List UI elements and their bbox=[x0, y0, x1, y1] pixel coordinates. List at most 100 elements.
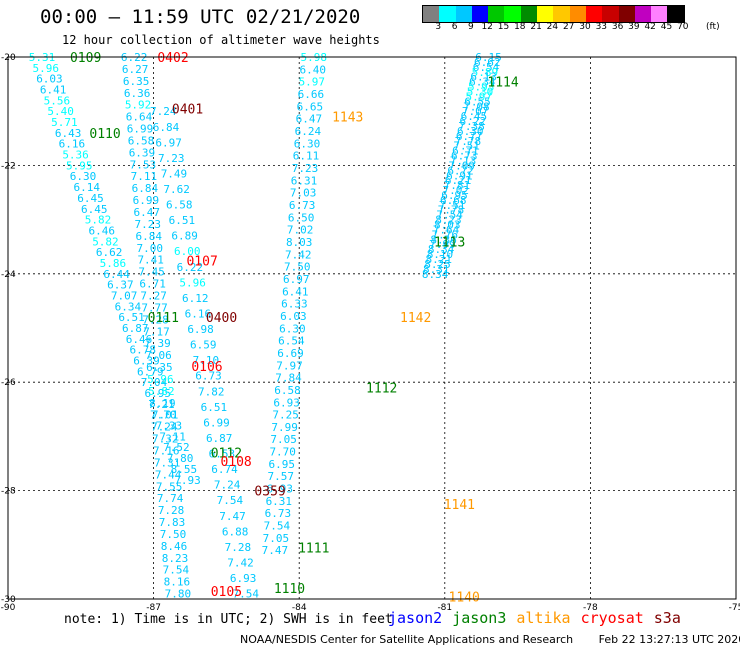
map-title: 00:00 — 11:59 UTC 02/21/2020 bbox=[40, 6, 361, 28]
mission-legend-item: cryosat bbox=[580, 609, 644, 627]
swh-value: 6.74 bbox=[211, 463, 238, 476]
colorbar-label: 3 bbox=[435, 22, 442, 32]
swh-value: 7.10 bbox=[193, 354, 220, 367]
colorbar-label: 27 bbox=[562, 22, 575, 32]
swh-value: 6.69 bbox=[277, 347, 304, 360]
swh-value: 7.08 bbox=[463, 100, 490, 113]
colorbar-label: 21 bbox=[530, 22, 542, 32]
pass-time-label: 0109 bbox=[70, 51, 101, 66]
swh-value: 6.16 bbox=[185, 307, 212, 320]
swh-value: 5.40 bbox=[47, 105, 74, 118]
swh-value: 6.30 bbox=[457, 125, 484, 138]
swh-value: 6.31 bbox=[291, 174, 318, 187]
swh-value: 6.51 bbox=[169, 214, 196, 227]
pass-time-label: 1111 bbox=[298, 542, 329, 557]
swh-value: 6.30 bbox=[279, 322, 306, 335]
credit-line: NOAA/NESDIS Center for Satellite Applica… bbox=[240, 633, 740, 646]
colorbar-swatch bbox=[651, 6, 668, 22]
lon-tick-label: -87 bbox=[146, 603, 161, 613]
swh-value: 6.11 bbox=[293, 150, 320, 163]
swh-value: 6.64 bbox=[126, 111, 153, 124]
pass-time-label: 1140 bbox=[449, 590, 480, 605]
swh-value: 7.23 bbox=[292, 162, 319, 175]
swh-value: 7.05 bbox=[270, 433, 297, 446]
swh-value: 6.45 bbox=[461, 110, 488, 123]
swh-value: 7.83 bbox=[159, 516, 186, 529]
swh-value: 7.47 bbox=[262, 544, 289, 557]
swh-value: 6.47 bbox=[296, 113, 323, 126]
pass-time-label: 1113 bbox=[434, 235, 465, 250]
swh-value: 6.46 bbox=[126, 333, 153, 346]
pass-time-label: 0112 bbox=[211, 447, 242, 462]
colorbar-swatch bbox=[618, 6, 635, 22]
swh-value: 6.46 bbox=[88, 224, 115, 237]
swh-value: 7.84 bbox=[275, 372, 302, 385]
colorbar-label: 18 bbox=[514, 22, 526, 32]
swh-value: 7.23 bbox=[135, 218, 162, 231]
pass-time-label: 0401 bbox=[172, 102, 203, 117]
swh-value: 7.54 bbox=[233, 588, 260, 601]
swh-value: 6.89 bbox=[171, 230, 198, 243]
colorbar-swatch bbox=[423, 6, 440, 22]
swh-value: 6.93 bbox=[230, 572, 257, 585]
swh-value: 7.06 bbox=[145, 349, 172, 362]
swh-value: 8.34 bbox=[428, 243, 455, 256]
swh-value: 8.55 bbox=[171, 463, 198, 476]
pass-time-label: 0105 bbox=[211, 585, 242, 600]
swh-value: 5.96 bbox=[147, 373, 174, 386]
swh-value: 6.12 bbox=[182, 292, 209, 305]
pass-time-label: 0359 bbox=[254, 485, 285, 500]
wave-height-colorbar bbox=[422, 5, 685, 23]
swh-value: 6.22 bbox=[177, 261, 204, 274]
mission-legend-item: jason3 bbox=[452, 609, 507, 627]
swh-value: 7.97 bbox=[276, 359, 303, 372]
swh-value: 7.74 bbox=[157, 492, 184, 505]
swh-value: 6.93 bbox=[267, 483, 294, 496]
pass-time-label: 1110 bbox=[274, 582, 305, 597]
colorbar-label: 36 bbox=[611, 22, 624, 32]
swh-value: 5.93 bbox=[468, 81, 495, 94]
swh-value: 7.28 bbox=[142, 313, 169, 326]
swh-value: 7.80 bbox=[165, 588, 192, 601]
swh-value: 6.58 bbox=[128, 134, 155, 147]
swh-value: 8.16 bbox=[164, 576, 191, 589]
swh-value: 7.11 bbox=[159, 430, 186, 443]
swh-value: 5.30 bbox=[467, 85, 494, 98]
swh-value: 6.37 bbox=[107, 279, 134, 292]
swh-value: 7.57 bbox=[268, 470, 295, 483]
colorbar-label: 6 bbox=[451, 22, 458, 32]
swh-value: 8.03 bbox=[434, 219, 461, 232]
swh-value: 6.24 bbox=[295, 125, 322, 138]
swh-value: 6.43 bbox=[55, 127, 82, 140]
swh-value: 7.51 bbox=[453, 140, 480, 153]
swh-value: 7.54 bbox=[163, 564, 190, 577]
colorbar-swatch bbox=[537, 6, 554, 22]
swh-value: 8.46 bbox=[161, 540, 188, 553]
swh-value: 6.95 bbox=[268, 458, 295, 471]
pass-time-label: 1141 bbox=[444, 498, 475, 513]
swh-value: 8.23 bbox=[162, 552, 189, 565]
swh-value: 5.56 bbox=[44, 94, 71, 107]
swh-value: 7.25 bbox=[272, 409, 299, 422]
swh-value: 7.50 bbox=[160, 528, 187, 541]
swh-value: 8.31 bbox=[423, 263, 450, 276]
swh-value: 7.47 bbox=[219, 510, 246, 523]
colorbar-label: 33 bbox=[595, 22, 608, 32]
swh-value: 7.51 bbox=[439, 199, 466, 212]
swh-value: 6.14 bbox=[74, 181, 101, 194]
colorbar-labels: 3 6 9 12 15 18 21 24 27 30 33 36 39 42 45 70 (ft) bbox=[422, 22, 740, 34]
pass-time-label: 0106 bbox=[191, 360, 222, 375]
swh-value: 8.19 bbox=[149, 397, 176, 410]
swh-value: 6.97 bbox=[155, 136, 182, 149]
swh-value: 7.24 bbox=[151, 421, 178, 434]
swh-value: 6.87 bbox=[206, 432, 233, 445]
swh-value: 6.72 bbox=[447, 164, 474, 177]
swh-value: 6.34 bbox=[469, 76, 496, 89]
swh-value: 7.27 bbox=[140, 289, 167, 302]
swh-value: 6.71 bbox=[452, 145, 479, 158]
swh-value: 6.88 bbox=[222, 525, 249, 538]
lon-tick-label: -84 bbox=[292, 603, 307, 613]
swh-value: 7.02 bbox=[287, 224, 314, 237]
swh-value: 6.39 bbox=[129, 146, 156, 159]
swh-value: 7.99 bbox=[271, 421, 298, 434]
